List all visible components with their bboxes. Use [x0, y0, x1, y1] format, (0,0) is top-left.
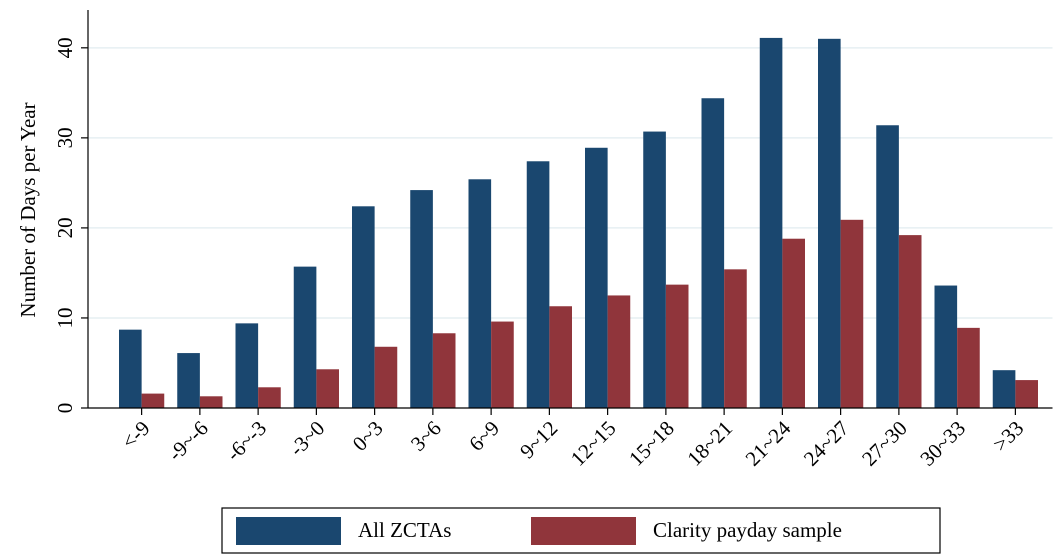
x-tick-label: 15~18 [624, 416, 679, 471]
bar [293, 266, 317, 408]
bar [549, 306, 572, 408]
bar [818, 38, 841, 408]
y-tick-label: 30 [53, 127, 77, 148]
x-tick-label: 24~27 [799, 416, 854, 471]
bar [468, 179, 492, 408]
bar [316, 369, 339, 408]
bar [585, 147, 608, 408]
x-tick-label: 12~15 [566, 416, 621, 471]
bar [374, 346, 398, 408]
x-tick-label: -6~-3 [221, 416, 271, 466]
bar [643, 131, 666, 408]
bar [410, 190, 433, 408]
bar [141, 393, 165, 408]
legend-label: Clarity payday sample [653, 518, 842, 542]
y-tick-label: 0 [53, 403, 77, 414]
bar [235, 323, 259, 408]
bar [876, 125, 899, 408]
bar [934, 285, 958, 408]
x-tick-label: 0~3 [348, 416, 388, 456]
y-tick-label: 20 [53, 217, 77, 238]
y-tick-label: 40 [53, 37, 77, 58]
x-tick-label: -3~0 [285, 416, 330, 461]
bar [177, 353, 200, 408]
bar [352, 206, 375, 408]
legend-label: All ZCTAs [358, 518, 451, 542]
legend-swatch [236, 517, 341, 545]
bar [898, 235, 922, 408]
bar [1015, 380, 1038, 408]
bar [526, 161, 550, 408]
y-axis-label: Number of Days per Year [16, 102, 40, 317]
bar [199, 396, 223, 408]
bar [491, 321, 514, 408]
x-tick-label: 3~6 [406, 416, 446, 456]
bar [701, 98, 725, 408]
x-tick-label: 18~21 [682, 416, 737, 471]
x-tick-label: 30~33 [915, 416, 970, 471]
x-tick-label: -9~-6 [163, 416, 213, 466]
legend-swatch [531, 517, 636, 545]
bar [119, 329, 142, 408]
bar [607, 295, 631, 408]
bar [665, 284, 689, 408]
x-tick-label: 9~12 [515, 416, 562, 463]
bar [258, 387, 281, 408]
bar [840, 219, 864, 408]
bar [782, 238, 805, 408]
bar [957, 327, 980, 408]
x-tick-label: <-9 [117, 416, 155, 454]
x-tick-label: 6~9 [464, 416, 504, 456]
bar [432, 333, 456, 408]
y-tick-label: 10 [53, 307, 77, 328]
bar [759, 37, 783, 408]
x-tick-label: 27~30 [857, 416, 912, 471]
x-tick-label: 21~24 [741, 416, 796, 471]
bar [724, 269, 747, 408]
bar [992, 370, 1016, 408]
x-tick-label: >33 [988, 416, 1028, 456]
